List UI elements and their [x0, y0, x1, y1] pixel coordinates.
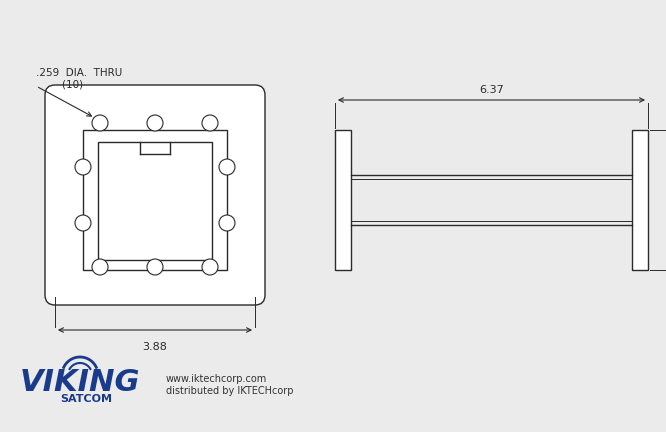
Circle shape	[147, 259, 163, 275]
Circle shape	[219, 215, 235, 231]
Circle shape	[75, 159, 91, 175]
Text: 6.37: 6.37	[479, 85, 504, 95]
Circle shape	[219, 159, 235, 175]
Text: SATCOM: SATCOM	[60, 394, 112, 404]
Bar	[83, 130, 227, 270]
Bar	[632, 130, 648, 270]
Circle shape	[92, 259, 108, 275]
Circle shape	[75, 215, 91, 231]
Text: VIKING: VIKING	[20, 368, 141, 397]
Circle shape	[92, 115, 108, 131]
Text: www.iktechcorp.com
distributed by IKTECHcorp: www.iktechcorp.com distributed by IKTECH…	[166, 374, 294, 396]
FancyBboxPatch shape	[45, 85, 265, 305]
Text: .259  DIA.  THRU
        (10): .259 DIA. THRU (10)	[36, 68, 123, 89]
Circle shape	[202, 259, 218, 275]
Circle shape	[202, 115, 218, 131]
Text: 3.88: 3.88	[143, 342, 167, 352]
Circle shape	[147, 115, 163, 131]
Bar	[98, 142, 212, 260]
Bar	[335, 130, 351, 270]
